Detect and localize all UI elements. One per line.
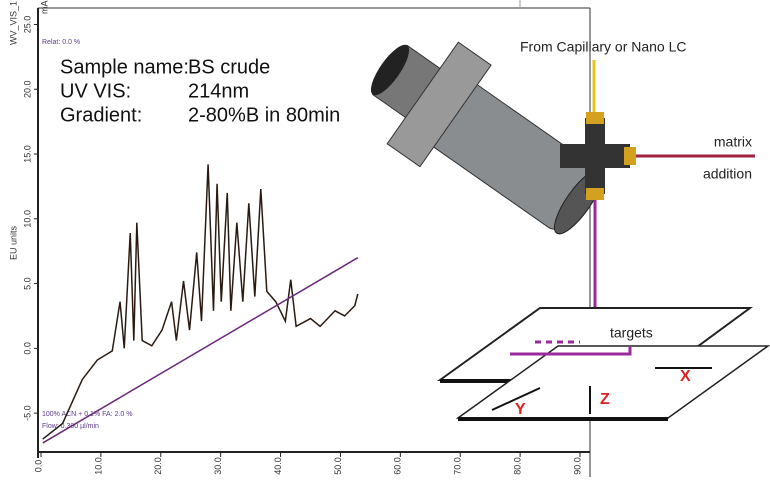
x-tick-label: 10.0 — [93, 457, 103, 475]
info-value: 2-80%B in 80min — [188, 104, 340, 126]
axis-label: Z — [600, 391, 610, 408]
y-tick-label: 0.0 — [22, 342, 32, 355]
x-tick-label: 70.0 — [453, 457, 463, 475]
y-axis-label: EU units — [8, 225, 18, 260]
info-value: 214nm — [188, 80, 249, 102]
targets-label: targets — [610, 325, 653, 341]
trace — [43, 258, 358, 443]
annotation: Relat: 0.0 % — [42, 39, 80, 46]
diagram: From Capillary or Nano LC matrix additio… — [346, 13, 768, 419]
x-tick-label: 20.0 — [153, 457, 163, 475]
figure: WV_VIS_1 mAU EU units Relat: 0.0 % 100% … — [0, 0, 770, 477]
y-tick-label: 10.0 — [22, 210, 32, 228]
source-label: From Capillary or Nano LC — [520, 39, 687, 55]
info-key: Gradient: — [60, 104, 142, 126]
y-tick-label: -5.0 — [22, 405, 32, 421]
x-tick-label: 80.0 — [512, 457, 522, 475]
y-tick-label: 20.0 — [22, 80, 32, 98]
y-tick-label: 15.0 — [22, 145, 32, 163]
tee — [560, 144, 630, 168]
info-key: Sample name: — [60, 56, 189, 78]
matrix-label: addition — [703, 166, 752, 182]
x-tick-label: 60.0 — [393, 457, 403, 475]
trace — [43, 164, 358, 439]
y-tick-label: 25.0 — [22, 16, 32, 34]
x-tick-label: 40.0 — [273, 457, 283, 475]
annotation: mAU — [39, 0, 49, 14]
axis-label: X — [680, 368, 691, 385]
info-key: UV VIS: — [60, 80, 131, 102]
y-tick-label: 5.0 — [22, 277, 32, 290]
x-tick-label: 90.0 — [572, 457, 582, 475]
annotation: WV_VIS_1 — [8, 1, 18, 45]
matrix-label: matrix — [714, 134, 752, 150]
info-box: Sample name:BS crude UV VIS: 214nm Gradient… — [60, 56, 340, 126]
x-tick-label: 0.0 — [33, 460, 43, 473]
info-value: BS crude — [188, 56, 270, 78]
axis-label: Y — [515, 401, 526, 418]
x-tick-label: 30.0 — [213, 457, 223, 475]
x-tick-label: 50.0 — [333, 457, 343, 475]
